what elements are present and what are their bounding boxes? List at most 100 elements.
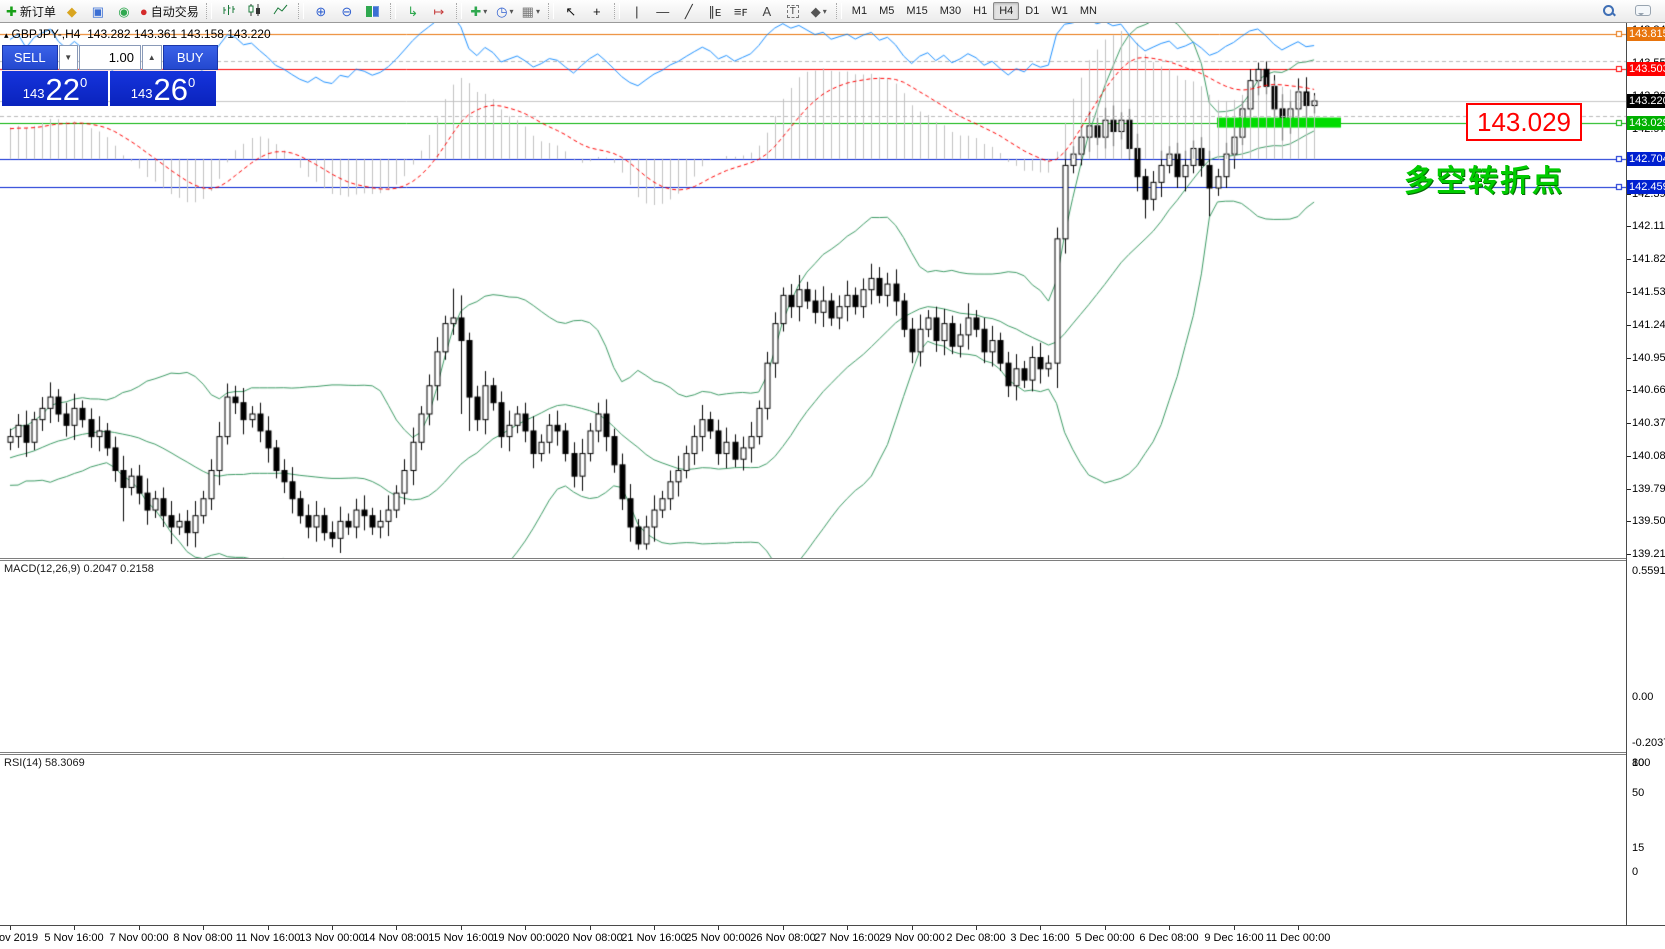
macd-label: MACD(12,26,9) 0.2047 0.2158: [4, 563, 154, 575]
auto-scroll-button[interactable]: ↳: [400, 1, 426, 22]
price-badge: 142.459: [1627, 180, 1665, 194]
timeframe-w1[interactable]: W1: [1051, 5, 1068, 17]
price-annotation-box[interactable]: 143.029: [1466, 103, 1582, 141]
buy-price-sup: 0: [187, 75, 196, 90]
timeframe-m15[interactable]: M15: [906, 5, 928, 17]
y-axis-tick-label: 140.370: [1632, 417, 1665, 429]
symbol-period-label: GBPJPY-,H4: [11, 27, 81, 41]
tile-windows-button[interactable]: [360, 1, 386, 22]
timeframe-h1[interactable]: H1: [973, 5, 988, 17]
search-button[interactable]: [1596, 1, 1622, 22]
buy-price-tile[interactable]: 143 26 0: [110, 71, 216, 106]
chat-button[interactable]: [1630, 1, 1656, 22]
indicators-button[interactable]: ✚ ▾: [466, 1, 492, 22]
fibonacci-button[interactable]: ≡ꜰ: [728, 1, 754, 22]
timeframe-d1[interactable]: D1: [1025, 5, 1040, 17]
time-axis-tick: [1040, 926, 1041, 930]
time-axis-tick: [396, 926, 397, 930]
chart-shift-button[interactable]: ↦: [426, 1, 452, 22]
y-axis-tick-label: 142.110: [1632, 220, 1665, 232]
timeframe-h4[interactable]: H4: [993, 2, 1020, 20]
equidistant-channel-button[interactable]: ∥ᴇ: [702, 1, 728, 22]
line-chart-button[interactable]: [268, 1, 294, 22]
sell-price-tile[interactable]: 143 22 0: [2, 71, 108, 106]
timeframe-m30[interactable]: M30: [939, 5, 962, 17]
terminal-icon[interactable]: ▣: [85, 1, 111, 22]
y-axis-tick: [1627, 489, 1631, 490]
toolbar: ✚ 新订单 ◆ ▣ ◉ ● 自动交易 ⊕ ⊖ ↳ ↦ ✚ ▾ ◷ ▾ ▦ ▾ ↖ + | — ╱ ∥ᴇ ≡ꜰ A T ◆ ▾ M1 M5 M…: [0, 0, 1665, 23]
timeframe-m5[interactable]: M5: [879, 5, 895, 17]
timeframe-m1[interactable]: M1: [851, 5, 868, 17]
crosshair-icon: +: [593, 3, 601, 19]
rsi-axis-label: 15: [1632, 842, 1645, 854]
sell-price-big: 22: [45, 72, 80, 107]
templates-button[interactable]: ▦ ▾: [518, 1, 544, 22]
zoom-out-icon: ⊖: [341, 3, 353, 19]
sell-button[interactable]: SELL: [2, 45, 58, 70]
crosshair-button[interactable]: +: [584, 1, 610, 22]
volume-decrease-button[interactable]: ▼: [58, 45, 78, 70]
vertical-line-icon: |: [635, 3, 639, 19]
signals-icon[interactable]: ◉: [111, 1, 137, 22]
pane-separator[interactable]: [0, 558, 1626, 559]
timeframe-mn[interactable]: MN: [1079, 5, 1097, 17]
vertical-line-button[interactable]: |: [624, 1, 650, 22]
autotrading-button[interactable]: ● 自动交易: [137, 1, 202, 22]
macd-axis-label: 0.5591: [1632, 565, 1665, 577]
toolbar-separator: [613, 3, 620, 19]
time-axis-label: 7 Nov 00:00: [109, 932, 169, 944]
text-button[interactable]: A: [754, 1, 780, 22]
periods-button[interactable]: ◷ ▾: [492, 1, 518, 22]
time-axis-tick: [203, 926, 204, 930]
price-badge: 142.704: [1627, 152, 1665, 166]
navigator-icon[interactable]: ◆: [59, 1, 85, 22]
y-axis-tick: [1627, 423, 1631, 424]
volume-increase-button[interactable]: ▲: [142, 45, 162, 70]
macd-axis-label: 0.00: [1632, 691, 1654, 703]
pane-separator: [0, 754, 1626, 755]
pane-separator: [0, 560, 1626, 561]
y-axis-tick: [1627, 259, 1631, 260]
time-axis-tick: [10, 926, 11, 930]
new-order-button-label: 新订单: [19, 4, 56, 19]
price-badge: 143.503: [1627, 62, 1665, 76]
time-axis-tick: [268, 926, 269, 930]
rsi-label: RSI(14) 58.3069: [4, 757, 85, 769]
time-axis-tick: [1298, 926, 1299, 930]
horizontal-line-button[interactable]: —: [650, 1, 676, 22]
time-axis-tick: [1105, 926, 1106, 930]
chart-shift-icon: ↦: [433, 3, 445, 19]
trendline-button[interactable]: ╱: [676, 1, 702, 22]
buy-button[interactable]: BUY: [162, 45, 218, 70]
y-axis-tick-label: 140.950: [1632, 352, 1665, 364]
toolbar-separator: [835, 3, 842, 19]
chart-title: ▴ GBPJPY-,H4 143.282 143.361 143.158 143.…: [4, 27, 271, 41]
price-axis[interactable]: 143.845143.555143.265142.975142.395142.1…: [1626, 23, 1665, 925]
bar-chart-button[interactable]: [216, 1, 242, 22]
candlestick-chart-button[interactable]: [242, 1, 268, 22]
time-axis-tick: [1169, 926, 1170, 930]
trendline-icon: ╱: [684, 3, 693, 19]
time-axis-label: 25 Nov 00:00: [685, 932, 751, 944]
time-axis-label: 29 Nov 00:00: [879, 932, 945, 944]
zoom-out-button[interactable]: ⊖: [334, 1, 360, 22]
rsi-axis-label: 0: [1632, 866, 1639, 878]
zoom-in-button[interactable]: ⊕: [308, 1, 334, 22]
volume-input[interactable]: [79, 45, 141, 70]
rsi-indicator-canvas[interactable]: [0, 23, 1626, 192]
time-axis-label: 11 Nov 16:00: [235, 932, 301, 944]
y-axis-tick-label: 141.820: [1632, 253, 1665, 265]
cursor-button[interactable]: ↖: [558, 1, 584, 22]
turning-point-note[interactable]: 多空转折点: [1404, 165, 1564, 198]
y-axis-tick: [1627, 390, 1631, 391]
pane-separator[interactable]: [0, 752, 1626, 753]
time-axis[interactable]: 4 Nov 2019 5 Nov 16:00 7 Nov 00:00 8 Nov 08…: [0, 925, 1665, 949]
time-axis-label: 21 Nov 16:00: [621, 932, 687, 944]
arrows-button[interactable]: ◆ ▾: [806, 1, 832, 22]
buy-price-big: 26: [153, 72, 188, 107]
y-axis-tick-label: 141.530: [1632, 286, 1665, 298]
new-order-button[interactable]: ✚ 新订单: [3, 1, 59, 22]
time-axis-label: 14 Nov 08:00: [363, 932, 429, 944]
y-axis-tick-label: 140.080: [1632, 450, 1665, 462]
text-label-button[interactable]: T: [780, 1, 806, 22]
